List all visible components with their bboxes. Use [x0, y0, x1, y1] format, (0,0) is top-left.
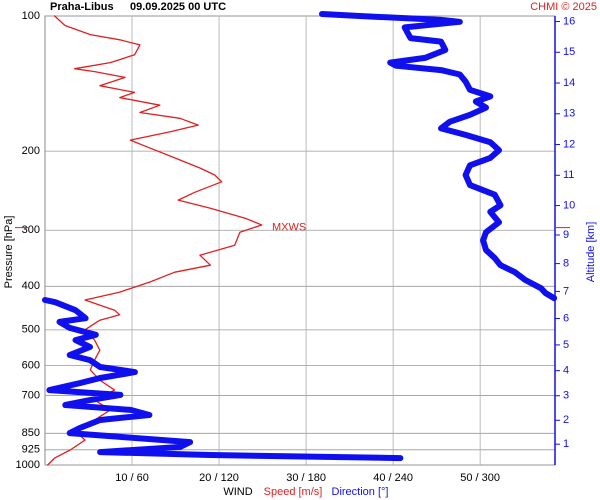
- y-tick-label: 1000: [16, 459, 40, 471]
- y2-tick-label: 13: [563, 108, 575, 120]
- y-tick-label: 600: [22, 359, 40, 371]
- y-tick-label: 700: [22, 389, 40, 401]
- chart-subtitle: 09.09.2025 00 UTC: [130, 1, 226, 13]
- legend-entry: Direction [°]: [332, 486, 389, 498]
- x-tick-label: 40 / 240: [373, 472, 413, 484]
- y-tick-label: 925: [22, 444, 40, 456]
- y2-tick-label: 10: [563, 199, 575, 211]
- annotation: MXWS: [272, 222, 306, 234]
- y2-tick-label: 12: [563, 138, 575, 150]
- y2-tick-label: 1: [563, 438, 569, 450]
- y2-tick-label: 16: [563, 15, 575, 27]
- y-tick-label: 300: [22, 224, 40, 236]
- x-tick-label: 30 / 180: [286, 472, 326, 484]
- legend-title: WIND: [223, 486, 252, 498]
- chart-title: Praha-Libus: [50, 1, 114, 13]
- credit: CHMI © 2025: [530, 1, 597, 13]
- y2-tick-label: 11: [563, 169, 574, 181]
- y2-tick-label: 14: [563, 77, 575, 89]
- x-tick-label: 20 / 120: [199, 472, 239, 484]
- y2-tick-label: 6: [563, 312, 569, 324]
- y-tick-label: 200: [22, 145, 40, 157]
- y2-tick-label: 9: [563, 229, 569, 241]
- y2-axis-label: Altitude [km]: [585, 222, 597, 283]
- direction-line: [42, 11, 558, 462]
- y2-tick-label: 8: [563, 258, 569, 270]
- y2-tick-label: 4: [563, 365, 569, 377]
- y-tick-label: 400: [22, 280, 40, 292]
- y2-tick-label: 3: [563, 390, 569, 402]
- y-tick-label: 850: [22, 427, 40, 439]
- y-tick-label: 100: [22, 10, 40, 22]
- x-tick-label: 50 / 300: [460, 472, 500, 484]
- x-tick-label: 10 / 60: [115, 472, 149, 484]
- legend-entry: Speed [m/s]: [264, 486, 323, 498]
- y2-tick-label: 5: [563, 339, 569, 351]
- y-axis-label: Pressure [hPa]: [3, 216, 15, 289]
- y-tick-label: 500: [22, 324, 40, 336]
- y2-tick-label: 15: [563, 46, 575, 58]
- y2-tick-label: 7: [563, 285, 569, 297]
- y2-tick-label: 2: [563, 414, 569, 426]
